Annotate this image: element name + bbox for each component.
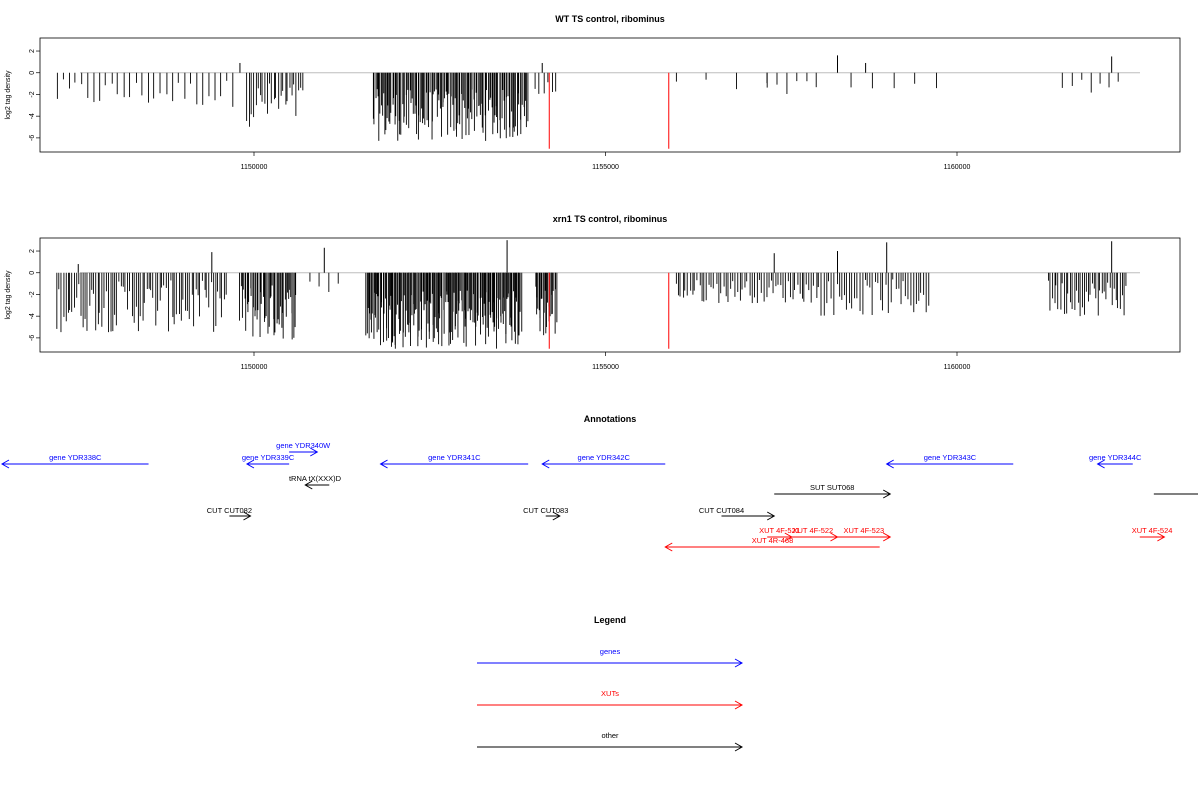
legend-arrow-head bbox=[734, 658, 744, 668]
annotation-label: gene YDR341C bbox=[428, 453, 481, 462]
annotation-arrow-head bbox=[552, 511, 561, 521]
annotation-label: XUT 4F-521 bbox=[759, 526, 800, 535]
annotation-arrow-head bbox=[664, 542, 673, 552]
x-tick-label: 1155000 bbox=[592, 164, 619, 171]
annotation-arrow-head bbox=[882, 489, 892, 499]
annotation-arrow-head bbox=[1157, 532, 1166, 542]
annotation-arrow-head bbox=[304, 480, 313, 490]
annotation-arrow-head bbox=[243, 511, 252, 521]
legend-label: genes bbox=[600, 647, 621, 656]
y-axis-label: log2 tag density bbox=[5, 270, 12, 320]
annotation-label: gene YDR339C bbox=[242, 453, 295, 462]
annotation-label: XUT 4F-523 bbox=[843, 526, 884, 535]
annotations-title: Annotations bbox=[584, 414, 637, 424]
annotation-label: tRNA tX(XXX)D bbox=[289, 474, 342, 483]
legend-title: Legend bbox=[594, 615, 626, 625]
y-tick-label: 2 bbox=[29, 49, 36, 53]
x-tick-label: 1150000 bbox=[241, 164, 268, 171]
x-tick-label: 1160000 bbox=[944, 364, 971, 371]
legend-label: XUTs bbox=[601, 689, 619, 698]
y-tick-label: 0 bbox=[29, 271, 36, 275]
annotation-arrow-head bbox=[1096, 459, 1105, 469]
annotations-panel: Annotations gene YDR338C gene YDR339C gene… bbox=[0, 414, 1198, 552]
annotation-arrow-head bbox=[245, 459, 255, 469]
y-tick-label: -4 bbox=[29, 113, 36, 119]
annotation-label: SUT SUT068 bbox=[810, 483, 854, 492]
y-tick-label: 2 bbox=[29, 249, 36, 253]
annotation-label: gene YDR343C bbox=[924, 453, 977, 462]
x-tick-label: 1155000 bbox=[592, 364, 619, 371]
annotation-label: gene YDR342C bbox=[578, 453, 631, 462]
legend-panel: Legend genes XUTs other bbox=[477, 615, 744, 752]
annotation-label: XUT 4F-524 bbox=[1132, 526, 1173, 535]
y-tick-label: -2 bbox=[29, 291, 36, 297]
y-tick-label: -6 bbox=[29, 335, 36, 341]
y-axis-label: log2 tag density bbox=[5, 70, 12, 120]
wt-density-panel: WT TS control, ribominus 2 0 -2 -4 -6 log2 tag… bbox=[5, 14, 1181, 171]
y-tick-label: 0 bbox=[29, 71, 36, 75]
legend-label: other bbox=[601, 731, 619, 740]
annotation-arrow-head bbox=[885, 459, 894, 469]
annotation-arrow-head bbox=[379, 459, 388, 469]
xrn1-density-panel: xrn1 TS control, ribominus 2 0 -2 -4 -6 log2 t… bbox=[5, 214, 1181, 371]
annotation-label: gene YDR340W bbox=[276, 441, 331, 450]
plot-frame bbox=[39, 37, 1181, 153]
annotation-arrow-head bbox=[310, 447, 319, 457]
y-tick-label: -2 bbox=[29, 91, 36, 97]
annotation-arrow-head bbox=[882, 532, 892, 542]
annotation-arrow-head bbox=[541, 459, 550, 469]
x-tick-label: 1150000 bbox=[241, 364, 268, 371]
legend-arrow-head bbox=[734, 700, 744, 710]
legend-arrow-head bbox=[734, 742, 744, 752]
annotation-label: gene YDR338C bbox=[49, 453, 102, 462]
chart-title: WT TS control, ribominus bbox=[555, 14, 665, 24]
annotation-arrow-head bbox=[766, 511, 776, 521]
x-tick-label: 1160000 bbox=[944, 164, 971, 171]
annotation-label: CUT CUT082 bbox=[207, 506, 252, 515]
annotation-label: CUT CUT084 bbox=[699, 506, 744, 515]
plot-frame bbox=[39, 237, 1181, 353]
annotation-label: gene YDR344C bbox=[1089, 453, 1142, 462]
y-tick-label: -6 bbox=[29, 135, 36, 141]
annotation-label: XUT 4R-468 bbox=[752, 536, 794, 545]
annotation-arrow-head bbox=[0, 459, 10, 469]
chart-title: xrn1 TS control, ribominus bbox=[553, 214, 668, 224]
annotation-label: CUT CUT083 bbox=[523, 506, 568, 515]
y-tick-label: -4 bbox=[29, 313, 36, 319]
annotation-label: XUT 4F-522 bbox=[793, 526, 834, 535]
